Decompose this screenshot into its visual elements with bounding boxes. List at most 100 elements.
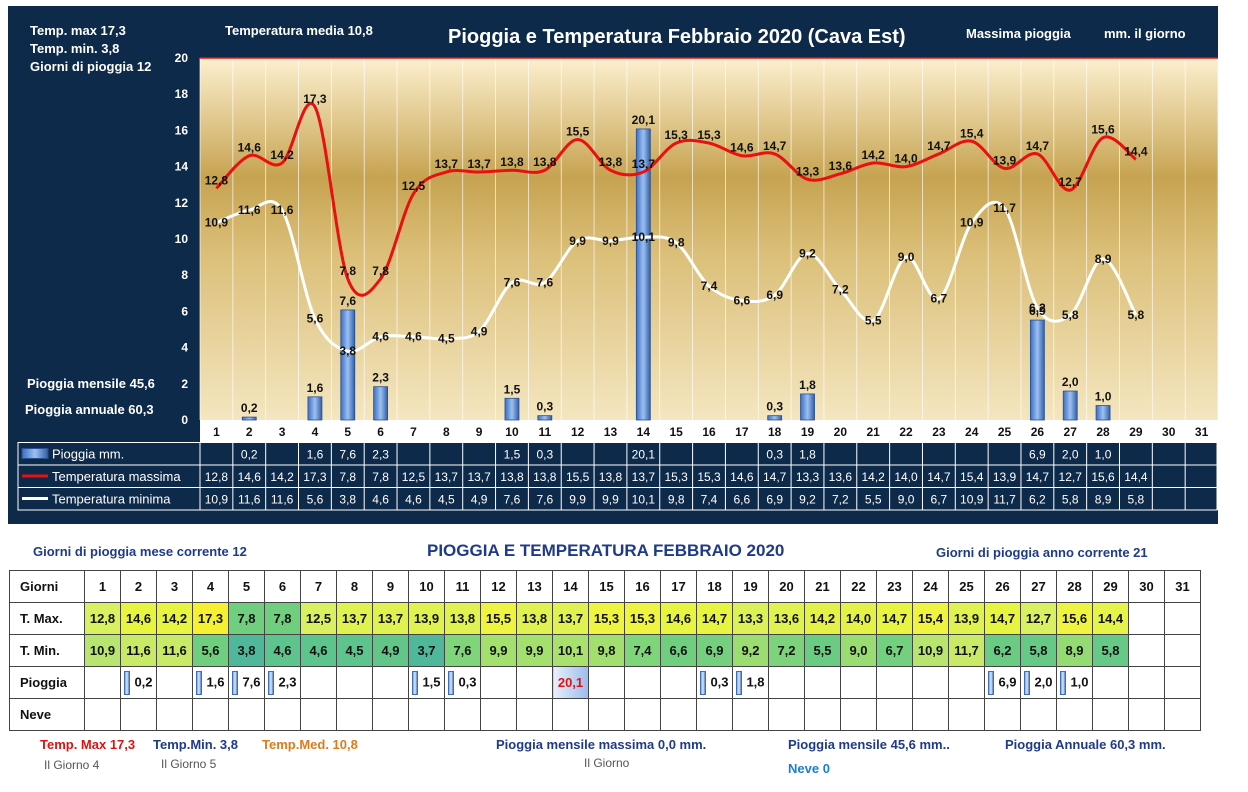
pioggia-cell: [1164, 666, 1201, 699]
y-tick-label: 6: [181, 304, 188, 318]
table-cell-value: 14,4: [1124, 470, 1148, 484]
tmin-cell: 10,9: [912, 634, 949, 667]
tmin-cell: [1164, 634, 1201, 667]
table-cell-value: 10,1: [632, 493, 656, 507]
tmin-data-label: 11,6: [271, 203, 294, 217]
day-cell: 29: [1092, 570, 1129, 603]
rain-data-label: 7,6: [339, 294, 356, 308]
tmax-cell: 13,9: [948, 602, 985, 635]
day-label: 3: [279, 425, 286, 439]
day-cell: 30: [1128, 570, 1165, 603]
rain-data-label: 1,0: [1095, 390, 1112, 404]
tmax-data-label: 13,8: [500, 155, 524, 169]
tmax-cell: 13,6: [768, 602, 805, 635]
rain-bar: [1062, 390, 1078, 421]
table-cell-value: 8,9: [1095, 493, 1112, 507]
pioggia-cell: 6,9: [984, 666, 1021, 699]
tmax-data-label: 17,3: [303, 92, 327, 106]
pioggia-cell: [624, 666, 661, 699]
tmin-cell: [1128, 634, 1165, 667]
tmin-cell: 6,7: [876, 634, 913, 667]
pioggia-cell: [372, 666, 409, 699]
tmax-cell: [1128, 602, 1165, 635]
table-cell-value: 15,4: [960, 470, 984, 484]
tmax-data-label: 12,5: [402, 179, 426, 193]
day-cell: 12: [480, 570, 517, 603]
neve-cell: [1092, 698, 1129, 731]
neve-cell: [444, 698, 481, 731]
chart-panel: 0246810121416182005101520251234567891011…: [8, 6, 1218, 524]
neve-cell: [300, 698, 337, 731]
pioggia-cell: 0,3: [444, 666, 481, 699]
footer-pioggia-mensile: Pioggia mensile 45,6 mm..: [788, 737, 950, 752]
rain-mark: [196, 670, 203, 695]
day-cell: 17: [660, 570, 697, 603]
y-tick-label: 10: [175, 232, 189, 246]
day-label: 28: [1096, 425, 1110, 439]
footer-temp-max: Temp. Max 17,3: [40, 737, 136, 752]
rain-mark: [1060, 670, 1067, 695]
tmin-data-label: 10,9: [960, 216, 984, 230]
neve-cell: [804, 698, 841, 731]
table-cell-value: 7,8: [372, 470, 389, 484]
tmin-data-label: 7,6: [536, 275, 553, 289]
table-cell-value: 5,6: [307, 493, 324, 507]
tmin-line: [215, 200, 1138, 354]
y-tick-label: 0: [181, 413, 188, 427]
tmax-data-label: 14,4: [1124, 144, 1148, 158]
day-cell: 20: [768, 570, 805, 603]
tmin-data-label: 4,9: [471, 324, 488, 338]
pioggia-cell: 1,5: [408, 666, 445, 699]
table-cell-value: 6,9: [1029, 448, 1046, 462]
rain-bar: [241, 416, 257, 421]
table-cell-value: 14,7: [763, 470, 787, 484]
day-cell: 13: [516, 570, 553, 603]
day-label: 19: [801, 425, 815, 439]
pioggia-value: 0,2: [134, 673, 153, 689]
tmin-data-label: 3,8: [339, 344, 356, 358]
table-cell-value: 11,6: [238, 493, 261, 507]
day-cell: 3: [156, 570, 193, 603]
y-tick-label: 14: [175, 160, 189, 174]
table2-title: PIOGGIA E TEMPERATURA FEBBRAIO 2020: [427, 541, 785, 560]
tmin-cell: 7,2: [768, 634, 805, 667]
legend-label: Temperatura massima: [52, 469, 181, 484]
day-label: 23: [932, 425, 946, 439]
day-cell: 18: [696, 570, 733, 603]
day-label: 24: [965, 425, 979, 439]
table-cell-value: 7,6: [536, 493, 553, 507]
day-cell: 16: [624, 570, 661, 603]
day-label: 18: [768, 425, 782, 439]
neve-cell: [1128, 698, 1165, 731]
table-cell-value: 13,8: [533, 470, 557, 484]
neve-cell: [912, 698, 949, 731]
table-cell-value: 17,3: [303, 470, 327, 484]
table-cell-value: 13,8: [599, 470, 623, 484]
rain-mark: [448, 670, 455, 695]
table-cell-value: 0,3: [536, 448, 553, 462]
rain-data-label: 1,5: [504, 382, 521, 396]
header-temp-media: Temperatura media 10,8: [225, 23, 373, 38]
neve-cell: [336, 698, 373, 731]
rain-data-label: 2,0: [1062, 375, 1079, 389]
pioggia-cell: [1092, 666, 1129, 699]
table-cell-value: 1,5: [504, 448, 521, 462]
tmin-cell: 7,4: [624, 634, 661, 667]
tmax-data-label: 7,8: [372, 264, 389, 278]
rain-data-label: 0,3: [766, 400, 783, 414]
table-cell-value: 7,8: [339, 470, 356, 484]
rain-data-label: 0,3: [536, 400, 553, 414]
tmin-data-label: 9,2: [799, 246, 816, 260]
tmax-data-label: 13,7: [467, 157, 491, 171]
neve-cell: [516, 698, 553, 731]
header-pioggia-mensile: Pioggia mensile 45,6: [27, 376, 155, 391]
neve-cell: [408, 698, 445, 731]
table-cell-value: 14,7: [1026, 470, 1050, 484]
tmin-data-label: 10,1: [632, 230, 656, 244]
tmax-cell: 14,6: [120, 602, 157, 635]
rain-mark: [1024, 670, 1031, 695]
tmin-data-label: 6,7: [931, 292, 948, 306]
table-cell-value: 7,4: [701, 493, 718, 507]
table-cell-value: 6,6: [733, 493, 750, 507]
rain-bar: [504, 397, 520, 421]
